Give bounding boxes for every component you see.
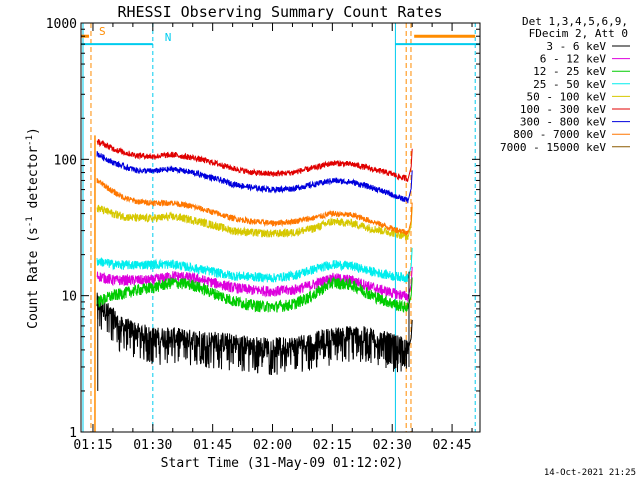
- series-end-spike-7: [407, 202, 413, 233]
- y-axis-label-main: Count Rate (s: [26, 227, 41, 329]
- legend-header-0: Det 1,3,4,5,6,9,: [522, 15, 628, 28]
- series-end-spike-5: [407, 148, 413, 179]
- y-tick-label-0: 1: [69, 426, 77, 441]
- y-axis-label-sup2: -1: [25, 135, 35, 146]
- legend-header-1: FDecim 2, Att 0: [529, 27, 628, 40]
- x-tick-label-2: 01:45: [193, 438, 232, 453]
- y-axis-label-mid: detector: [26, 146, 41, 217]
- y-tick-label-3: 1000: [46, 17, 77, 32]
- x-tick-label-6: 02:45: [432, 438, 471, 453]
- legend-label-5: 100 - 300 keV: [520, 103, 606, 116]
- series-line-0: [96, 292, 409, 376]
- y-axis-label: Count Rate (s-1 detector-1): [25, 127, 41, 329]
- legend-label-1: 6 - 12 keV: [540, 53, 607, 66]
- x-tick-label-1: 01:30: [133, 438, 172, 453]
- x-tick-label-3: 02:00: [253, 438, 292, 453]
- legend-label-2: 12 - 25 keV: [533, 65, 606, 78]
- legend-label-3: 25 - 50 keV: [533, 78, 606, 91]
- y-tick-label-2: 100: [54, 153, 77, 168]
- x-tick-label-4: 02:15: [313, 438, 352, 453]
- y-axis-label-sup1: -1: [25, 216, 35, 227]
- legend-label-7: 800 - 7000 keV: [513, 128, 606, 141]
- series-line-6: [96, 151, 409, 204]
- series-line-4: [96, 204, 409, 241]
- series-line-3: [96, 257, 409, 283]
- annotation-n: N: [165, 31, 172, 44]
- legend-label-4: 50 - 100 keV: [527, 90, 607, 103]
- x-tick-label-5: 02:30: [373, 438, 412, 453]
- legend-label-8: 7000 - 15000 keV: [500, 141, 606, 154]
- series-end-spike-6: [407, 170, 413, 201]
- y-axis-label-end: ): [26, 127, 41, 135]
- series-line-1: [96, 270, 409, 302]
- series-line-7: [96, 178, 409, 236]
- plot-frame: [80, 22, 481, 433]
- series-line-2: [96, 276, 409, 313]
- footer-timestamp: 14-Oct-2021 21:25: [544, 468, 636, 478]
- y-tick-label-1: 10: [61, 290, 77, 305]
- x-axis-label: Start Time (31-May-09 01:12:02): [161, 456, 404, 471]
- axes: 01:15 01:30 01:45 02:00 02:15 02:30 02:45 1 10 10…: [46, 17, 481, 453]
- annotation-s: S: [99, 25, 106, 38]
- legend-label-6: 300 - 800 keV: [520, 116, 606, 129]
- x-tick-label-0: 01:15: [73, 438, 112, 453]
- series-line-5: [96, 139, 409, 183]
- legend-label-0: 3 - 6 keV: [546, 40, 606, 53]
- legend: Det 1,3,4,5,6,9,FDecim 2, Att 03 - 6 keV…: [500, 15, 630, 154]
- chart-title: RHESSI Observing Summary Count Rates: [117, 3, 442, 21]
